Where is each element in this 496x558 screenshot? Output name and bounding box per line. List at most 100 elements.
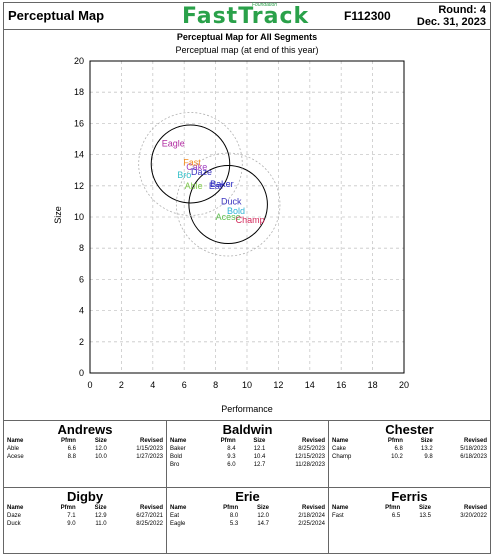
table-cell: Cake bbox=[332, 446, 347, 452]
table-cell: 11.0 bbox=[95, 521, 107, 527]
x-tick-label: 14 bbox=[305, 380, 315, 390]
table-cell: 1/27/2023 bbox=[136, 454, 163, 460]
table-cell: Eat bbox=[170, 513, 180, 519]
table-cell: 8.0 bbox=[229, 513, 239, 519]
page-title: Perceptual Map bbox=[8, 8, 105, 23]
chart-title: Perceptual Map for All Segments bbox=[177, 32, 317, 42]
product-table: Name Pfmn Size Revised Eat 8.0 12.0 2/18/2024 Ea… bbox=[167, 504, 328, 528]
point-label-daze: Daze bbox=[191, 167, 212, 177]
x-tick-label: 20 bbox=[399, 380, 409, 390]
row-divider bbox=[4, 487, 490, 488]
table-cell: 10.0 bbox=[95, 454, 107, 460]
table-cell: 8.8 bbox=[67, 454, 76, 460]
column-header: Revised bbox=[301, 505, 325, 511]
table-row: Bold 9.3 10.4 12/15/2023 bbox=[167, 453, 328, 461]
table-cell: 6.6 bbox=[67, 446, 76, 452]
column-header: Pfmn bbox=[387, 438, 403, 444]
y-axis-label: Size bbox=[53, 206, 63, 224]
table-cell: 2/25/2024 bbox=[298, 521, 325, 527]
table-row: Baker 8.4 12.1 8/25/2023 bbox=[167, 445, 328, 453]
table-cell: 6.8 bbox=[394, 446, 403, 452]
plot-border bbox=[89, 60, 405, 374]
perceptual-map-chart: Perceptual Map for All Segments Perceptu… bbox=[53, 32, 409, 414]
table-cell: 9.8 bbox=[424, 454, 433, 460]
point-label-champ: Champ bbox=[236, 215, 265, 225]
table-cell: 8.4 bbox=[227, 446, 236, 452]
point-label-eagle: Eagle bbox=[162, 139, 185, 149]
segment-table-erie: Erie Name Pfmn Size Revised Eat 8.0 12.0 2/18/20… bbox=[166, 488, 328, 554]
x-tick-label: 8 bbox=[213, 380, 218, 390]
product-table: Name Pfmn Size Revised Fast 6.5 13.5 3/20/2022 bbox=[329, 504, 490, 520]
column-header: Name bbox=[332, 505, 349, 511]
column-header: Revised bbox=[139, 438, 163, 444]
table-cell: 6/27/2021 bbox=[136, 513, 163, 519]
table-cell: 13.5 bbox=[419, 513, 431, 519]
table-cell: 6.0 bbox=[227, 462, 236, 468]
table-cell: 10.4 bbox=[253, 454, 266, 460]
x-tick-label: 4 bbox=[150, 380, 155, 390]
table-cell: 6.5 bbox=[391, 513, 401, 519]
table-cell: 13.2 bbox=[421, 446, 433, 452]
table-cell: Eagle bbox=[170, 521, 186, 527]
column-header: Revised bbox=[301, 438, 325, 444]
table-cell: Champ bbox=[332, 454, 352, 460]
segment-name: Chester bbox=[385, 422, 434, 437]
table-header-row: Name Pfmn Size Revised bbox=[167, 437, 328, 445]
segment-table-ferris: Ferris Name Pfmn Size Revised Fast 6.5 13.5 3/20… bbox=[328, 488, 490, 554]
segment-table-andrews: Andrews Name Pfmn Size Revised Able 6.6 12.0 1/1… bbox=[4, 421, 166, 487]
table-cell: 6/18/2023 bbox=[460, 454, 487, 460]
point-label-bro: Bro bbox=[177, 170, 191, 180]
table-row: Duck 9.0 11.0 8/25/2022 bbox=[4, 520, 166, 528]
column-header: Name bbox=[170, 505, 187, 511]
table-cell: 5.3 bbox=[229, 521, 239, 527]
table-cell: 7.1 bbox=[67, 513, 76, 519]
product-table: Name Pfmn Size Revised Able 6.6 12.0 1/15/2023 A… bbox=[4, 437, 166, 461]
point-label-bold: Bold bbox=[227, 206, 245, 216]
table-cell: Fast bbox=[332, 513, 344, 519]
y-tick-label: 16 bbox=[74, 118, 84, 128]
table-cell: 12.0 bbox=[257, 513, 269, 519]
y-tick-label: 10 bbox=[74, 212, 84, 222]
x-tick-label: 12 bbox=[273, 380, 283, 390]
table-row: Bro 6.0 12.7 11/28/2023 bbox=[167, 461, 328, 469]
table-cell: Baker bbox=[170, 446, 186, 452]
column-header: Revised bbox=[139, 505, 163, 511]
table-row: Cake 6.8 13.2 5/18/2023 bbox=[329, 445, 490, 453]
column-header: Pfmn bbox=[385, 505, 401, 511]
x-axis-label: Performance bbox=[221, 404, 273, 414]
segment-name: Baldwin bbox=[222, 422, 273, 437]
table-cell: 8/25/2022 bbox=[136, 521, 163, 527]
segment-outer-circle bbox=[175, 152, 281, 257]
table-cell: Bro bbox=[170, 462, 180, 468]
column-header: Pfmn bbox=[60, 438, 76, 444]
table-cell: Daze bbox=[7, 513, 22, 519]
table-cell: 12.1 bbox=[253, 446, 266, 452]
table-cell: 14.7 bbox=[257, 521, 269, 527]
x-tick-label: 10 bbox=[242, 380, 252, 390]
point-label-cake: Cake bbox=[186, 162, 207, 172]
column-header: Revised bbox=[463, 438, 487, 444]
column-header: Name bbox=[332, 438, 349, 444]
table-cell: Bold bbox=[170, 454, 183, 460]
point-label-baker: Baker bbox=[210, 179, 234, 189]
y-tick-label: 18 bbox=[74, 87, 84, 97]
segment-tables: Andrews Name Pfmn Size Revised Able 6.6 12.0 1/1… bbox=[4, 420, 490, 554]
table-cell: 9.3 bbox=[227, 454, 236, 460]
column-header: Size bbox=[418, 505, 431, 511]
segment-table-digby: Digby Name Pfmn Size Revised Daze 7.1 12.9 6/27/… bbox=[4, 488, 166, 554]
column-header: Size bbox=[94, 505, 107, 511]
chart-subtitle: Perceptual map (at end of this year) bbox=[175, 45, 318, 55]
table-cell: Duck bbox=[7, 521, 21, 527]
column-header: Size bbox=[94, 438, 107, 444]
point-label-eat: Eat bbox=[209, 181, 223, 191]
round-info: Round: 4 Dec. 31, 2023 bbox=[417, 4, 486, 28]
segment-name: Andrews bbox=[57, 422, 113, 437]
table-row: Acese 8.8 10.0 1/27/2023 bbox=[4, 453, 166, 461]
table-row: Eagle 5.3 14.7 2/25/2024 bbox=[167, 520, 328, 528]
table-header-row: Name Pfmn Size Revised bbox=[329, 437, 490, 445]
point-label-duck: Duck bbox=[221, 196, 242, 206]
x-tick-label: 16 bbox=[336, 380, 346, 390]
table-cell: 5/18/2023 bbox=[460, 446, 487, 452]
plot-area: 0 2 4 6 8 10 12 14 16 18 20 0 2 4 6 8 10 12 14 16 18 20 Able Ac… bbox=[74, 56, 409, 390]
table-cell: 8/25/2023 bbox=[298, 446, 325, 452]
